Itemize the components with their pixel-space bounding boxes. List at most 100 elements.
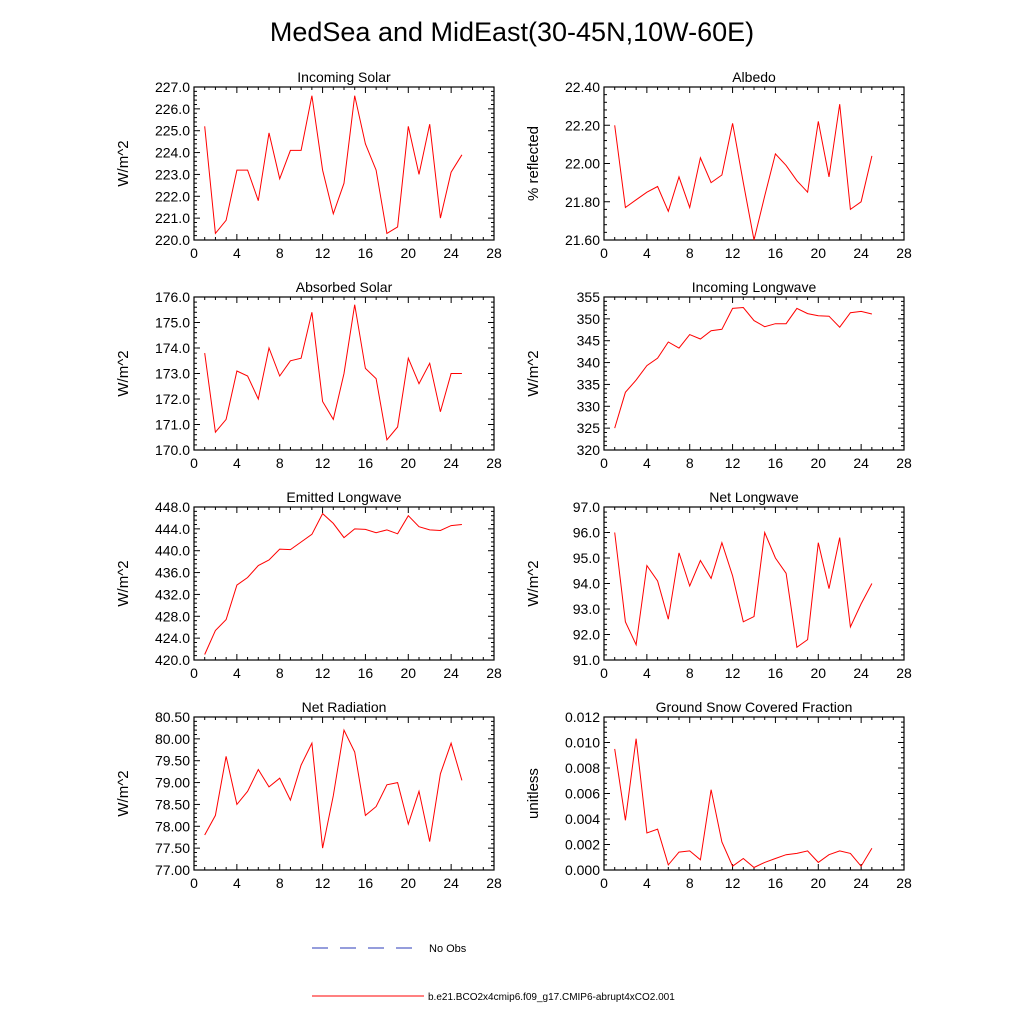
y-tick-label: 420.0 — [155, 652, 190, 668]
y-tick-label: 428.0 — [155, 608, 190, 624]
y-tick-label: 222.0 — [155, 188, 190, 204]
legend-label-model-run: b.e21.BCO2x4cmip6.f09_g17.CMIP6-abrupt4x… — [428, 992, 675, 1003]
x-tick-label: 28 — [486, 665, 502, 681]
panel-net-longwave: Net Longwave 0 4 8 12 16 20 24 28 91.0 92.0 93.0 94.… — [525, 489, 912, 681]
y-axis-label: W/m^2 — [115, 560, 132, 606]
x-tick-label: 16 — [768, 875, 784, 891]
y-tick-label: 93.0 — [573, 601, 600, 617]
y-axis-label: W/m^2 — [115, 770, 132, 816]
series-line — [614, 738, 873, 869]
x-tick-label: 20 — [400, 665, 416, 681]
x-tick-label: 24 — [853, 665, 869, 681]
y-tick-label: 440.0 — [155, 543, 190, 559]
panel-title: Emitted Longwave — [286, 489, 401, 505]
y-tick-label: 335 — [577, 376, 601, 392]
y-tick-label: 325 — [577, 420, 601, 436]
x-tick-label: 12 — [725, 455, 741, 471]
y-tick-label: 95.0 — [573, 550, 600, 566]
x-tick-label: 0 — [600, 245, 608, 261]
x-tick-label: 20 — [400, 455, 416, 471]
y-tick-label: 80.00 — [155, 731, 190, 747]
y-tick-label: 171.0 — [155, 417, 190, 433]
x-tick-label: 24 — [853, 245, 869, 261]
y-tick-label: 444.0 — [155, 521, 190, 537]
panel-incoming-longwave: Incoming Longwave 0 4 8 12 16 20 24 28 320 325 330 3… — [525, 279, 912, 471]
x-tick-label: 0 — [190, 455, 198, 471]
y-tick-label: 176.0 — [155, 289, 190, 305]
y-tick-label: 170.0 — [155, 442, 190, 458]
panel-grid: Incoming Solar 0 4 8 12 16 20 24 28 220.0 221.0 222… — [115, 69, 912, 891]
x-tick-label: 4 — [233, 455, 241, 471]
y-tick-label: 436.0 — [155, 565, 190, 581]
x-tick-label: 20 — [400, 245, 416, 261]
x-tick-label: 8 — [276, 875, 284, 891]
y-tick-label: 94.0 — [573, 576, 600, 592]
x-tick-label: 4 — [643, 665, 651, 681]
y-tick-label: 78.50 — [155, 796, 190, 812]
x-tick-label: 16 — [358, 665, 374, 681]
x-tick-label: 16 — [768, 665, 784, 681]
x-tick-label: 24 — [853, 875, 869, 891]
y-tick-label: 330 — [577, 398, 601, 414]
x-tick-label: 4 — [643, 455, 651, 471]
x-tick-label: 24 — [853, 455, 869, 471]
panel-title: Albedo — [732, 69, 776, 85]
x-tick-label: 0 — [190, 665, 198, 681]
y-tick-label: 22.00 — [565, 156, 600, 172]
panel-incoming-solar: Incoming Solar 0 4 8 12 16 20 24 28 220.0 221.0 222… — [115, 69, 502, 261]
y-tick-label: 175.0 — [155, 315, 190, 331]
panel-absorbed-solar: Absorbed Solar 0 4 8 12 16 20 24 28 170.0 171.0 172… — [115, 279, 502, 471]
x-tick-label: 16 — [358, 245, 374, 261]
series-line — [614, 306, 873, 429]
y-axis-label: W/m^2 — [115, 350, 132, 396]
x-tick-label: 20 — [400, 875, 416, 891]
x-tick-label: 4 — [233, 875, 241, 891]
figure-title: MedSea and MidEast(30-45N,10W-60E) — [270, 17, 754, 47]
panel-title: Incoming Solar — [297, 69, 391, 85]
x-tick-label: 12 — [725, 245, 741, 261]
x-tick-label: 24 — [443, 875, 459, 891]
y-tick-label: 174.0 — [155, 340, 190, 356]
x-tick-label: 4 — [233, 665, 241, 681]
x-tick-label: 12 — [725, 665, 741, 681]
x-tick-label: 12 — [315, 665, 331, 681]
y-tick-label: 77.00 — [155, 862, 190, 878]
y-axis-label: W/m^2 — [115, 140, 132, 186]
y-tick-label: 0.008 — [565, 760, 600, 776]
y-tick-label: 22.20 — [565, 117, 600, 133]
y-tick-label: 173.0 — [155, 366, 190, 382]
series-line — [614, 530, 873, 649]
panel-ground-snow-covered-fraction: Ground Snow Covered Fraction 0 4 8 12 16 20 24 2… — [525, 699, 912, 891]
x-tick-label: 16 — [358, 875, 374, 891]
y-tick-label: 355 — [577, 289, 601, 305]
panel-albedo: Albedo 0 4 8 12 16 20 24 28 21.60 21.80 22.00 22.20 2… — [525, 69, 912, 261]
x-tick-label: 4 — [643, 245, 651, 261]
x-tick-label: 28 — [896, 245, 912, 261]
y-tick-label: 172.0 — [155, 391, 190, 407]
y-tick-label: 91.0 — [573, 652, 600, 668]
x-tick-label: 4 — [233, 245, 241, 261]
x-tick-label: 28 — [486, 245, 502, 261]
y-tick-label: 345 — [577, 333, 601, 349]
panel-title: Incoming Longwave — [692, 279, 817, 295]
y-axis-label: W/m^2 — [525, 350, 542, 396]
x-tick-label: 0 — [190, 245, 198, 261]
panel-emitted-longwave: Emitted Longwave 0 4 8 12 16 20 24 28 420.0 424.0 4… — [115, 489, 502, 681]
y-tick-label: 350 — [577, 311, 601, 327]
panel-title: Absorbed Solar — [296, 279, 393, 295]
y-tick-label: 221.0 — [155, 210, 190, 226]
legend: No Obs b.e21.BCO2x4cmip6.f09_g17.CMIP6-a… — [312, 943, 675, 1003]
y-tick-label: 92.0 — [573, 627, 600, 643]
x-tick-label: 0 — [600, 875, 608, 891]
y-tick-label: 220.0 — [155, 232, 190, 248]
y-tick-label: 21.60 — [565, 232, 600, 248]
panel-title: Net Radiation — [302, 699, 387, 715]
y-tick-label: 225.0 — [155, 123, 190, 139]
x-tick-label: 12 — [315, 245, 331, 261]
y-tick-label: 320 — [577, 442, 601, 458]
y-tick-label: 79.00 — [155, 775, 190, 791]
x-tick-label: 8 — [686, 875, 694, 891]
legend-label-no-obs: No Obs — [429, 943, 467, 955]
